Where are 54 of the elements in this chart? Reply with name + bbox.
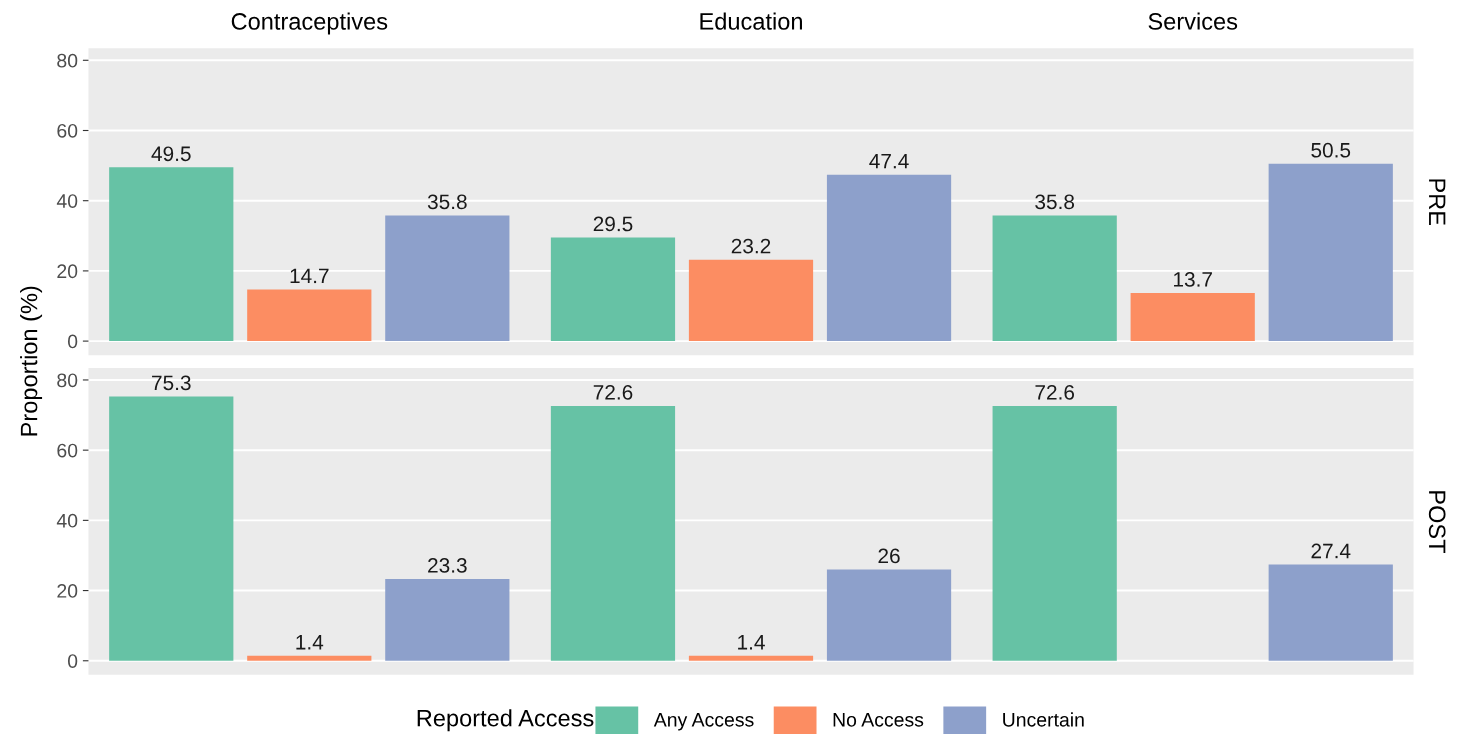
y-axis-title: Proportion (%): [20, 286, 43, 436]
data-label: 35.8: [427, 194, 467, 210]
y-tick-label: 0: [67, 334, 78, 349]
data-label: 26: [878, 548, 900, 564]
data-label: 49.5: [151, 146, 191, 162]
bar: [1130, 293, 1255, 342]
data-label: 1.4: [738, 635, 765, 650]
y-tick-label: 80: [57, 53, 78, 68]
data-label: 14.7: [290, 268, 329, 284]
bar: [247, 655, 372, 661]
bar: [247, 289, 372, 342]
bar: [385, 215, 510, 342]
y-tick-label: 20: [57, 264, 78, 279]
bar: [109, 167, 234, 342]
y-tick-label: 40: [56, 513, 78, 528]
x-tick-label: Services: [1148, 12, 1238, 30]
data-label: 47.4: [869, 153, 909, 169]
bar: [992, 405, 1117, 661]
bar: [826, 569, 952, 661]
legend-title: Reported Access: [417, 709, 594, 732]
bar: [109, 396, 234, 661]
x-tick-label: Education: [700, 12, 802, 30]
bar: [992, 215, 1117, 342]
data-label: 1.4: [296, 635, 324, 650]
data-label: 23.2: [731, 238, 771, 254]
bar: [688, 259, 814, 342]
data-label: 23.3: [428, 558, 467, 573]
data-label: 13.7: [1174, 272, 1212, 287]
bar: [550, 405, 676, 661]
bar: [385, 578, 510, 661]
bar: [1268, 163, 1393, 342]
data-label: 27.4: [1311, 543, 1351, 559]
legend-label: No Access: [833, 713, 924, 727]
legend-label: Any Access: [653, 713, 754, 731]
y-tick-label: 40: [56, 194, 78, 208]
data-label: 72.6: [1035, 384, 1075, 400]
bar: [688, 655, 814, 661]
y2-axis-title: PRE: [1429, 179, 1446, 226]
x-tick-label: Contraceptives: [231, 12, 388, 35]
bar: [1268, 564, 1393, 661]
y2-axis-title: POST: [1428, 491, 1446, 554]
bar: [826, 174, 952, 342]
y-tick-label: 60: [57, 123, 78, 138]
y-tick-label: 0: [67, 654, 78, 668]
data-label: 35.8: [1035, 194, 1075, 210]
y-tick-label: 80: [57, 373, 78, 388]
data-label: 29.5: [593, 216, 633, 232]
data-label: 50.5: [1311, 142, 1351, 158]
y-tick-label: 20: [57, 584, 78, 598]
data-label: 75.3: [152, 375, 191, 391]
y-tick-label: 60: [57, 443, 78, 458]
bar: [550, 237, 676, 342]
legend-label: Uncertain: [1003, 712, 1084, 727]
data-label: 72.6: [593, 384, 633, 400]
